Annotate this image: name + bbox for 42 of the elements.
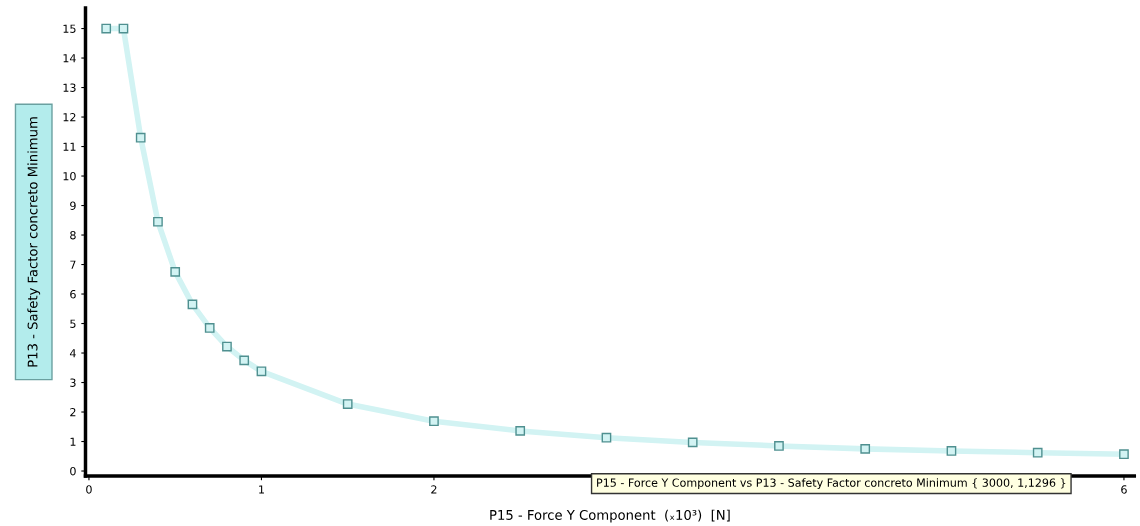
point: [601, 432, 612, 443]
point: [1032, 447, 1043, 458]
y-tick-label: 9: [70, 201, 76, 210]
y-tick-label: 12: [63, 113, 76, 122]
y-tick-label: 4: [69, 349, 76, 358]
y-axis-title: P13 - Safety Factor concreto Minimum: [27, 117, 41, 367]
point: [687, 437, 698, 448]
y-tick-label: 6: [70, 290, 76, 299]
y-tick-label: 2: [70, 407, 76, 417]
y-tick-label: 10: [63, 172, 76, 181]
x-tick-label: 6: [1121, 485, 1127, 494]
point: [860, 444, 871, 454]
point: [135, 132, 146, 143]
point: [342, 399, 353, 409]
y-tick-label: 7: [70, 260, 76, 269]
point: [774, 441, 784, 451]
y-tick-label: 0: [70, 466, 76, 476]
point: [515, 426, 526, 436]
point: [101, 23, 112, 34]
y-tick-label: 11: [63, 142, 76, 151]
point: [1119, 449, 1129, 460]
y-tick-label: 14: [63, 54, 76, 63]
y-tick-label: 1: [70, 437, 76, 446]
x-tick-label: 0: [86, 485, 92, 494]
point: [187, 299, 198, 310]
y-tick-label: 5: [70, 319, 76, 328]
x-tick-label: 2: [431, 485, 437, 494]
point: [204, 323, 215, 333]
x-tick-label: 1: [259, 485, 264, 494]
point: [222, 341, 232, 352]
point: [429, 416, 439, 427]
text: P15 - Force Y Component vs P13 - Safety Factor concreto Minimum { 3000, 1,1296 }: [597, 478, 1066, 489]
point: [946, 446, 957, 456]
y-tick-label: 13: [63, 83, 76, 92]
y-tick-label: 3: [70, 378, 76, 387]
point: [239, 355, 250, 366]
y-tick-label: 8: [70, 231, 76, 240]
point: [170, 267, 181, 277]
point: [153, 216, 163, 227]
x-axis-title: P15 - Force Y Component (ₓ10³) [N]: [490, 509, 730, 523]
point: [256, 366, 267, 377]
y-tick-label: 15: [63, 24, 76, 33]
